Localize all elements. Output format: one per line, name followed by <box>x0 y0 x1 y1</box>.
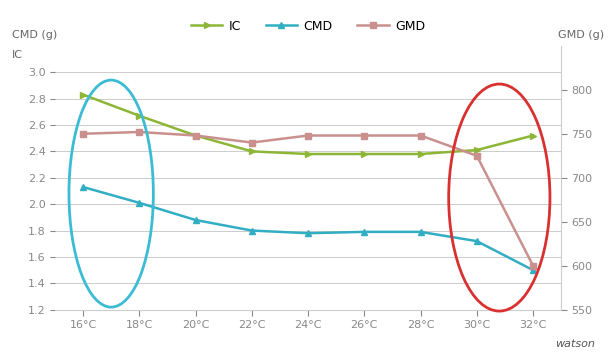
GMD <box>79 132 87 136</box>
IC <box>473 148 481 152</box>
Text: CMD (g): CMD (g) <box>12 30 57 40</box>
Text: IC: IC <box>12 50 23 60</box>
IC <box>529 133 537 138</box>
IC <box>135 114 143 118</box>
IC <box>361 152 368 156</box>
GMD <box>361 133 368 138</box>
IC <box>304 152 312 156</box>
IC <box>417 152 424 156</box>
CMD <box>529 268 537 272</box>
CMD <box>304 231 312 235</box>
CMD <box>417 230 424 234</box>
GMD <box>192 133 199 138</box>
IC <box>192 133 199 138</box>
CMD <box>79 185 87 189</box>
CMD <box>473 239 481 243</box>
GMD <box>529 264 537 268</box>
CMD <box>192 218 199 222</box>
IC <box>248 149 256 153</box>
Text: watson: watson <box>555 339 595 349</box>
GMD <box>304 133 312 138</box>
CMD <box>135 201 143 205</box>
Text: GMD (g): GMD (g) <box>558 30 605 40</box>
CMD <box>248 228 256 233</box>
Line: CMD: CMD <box>79 183 537 274</box>
IC <box>79 93 87 97</box>
Legend: IC, CMD, GMD: IC, CMD, GMD <box>186 15 430 38</box>
GMD <box>248 140 256 145</box>
GMD <box>135 130 143 134</box>
CMD <box>361 230 368 234</box>
Line: GMD: GMD <box>79 128 537 269</box>
GMD <box>417 133 424 138</box>
Line: IC: IC <box>79 91 537 157</box>
GMD <box>473 154 481 158</box>
